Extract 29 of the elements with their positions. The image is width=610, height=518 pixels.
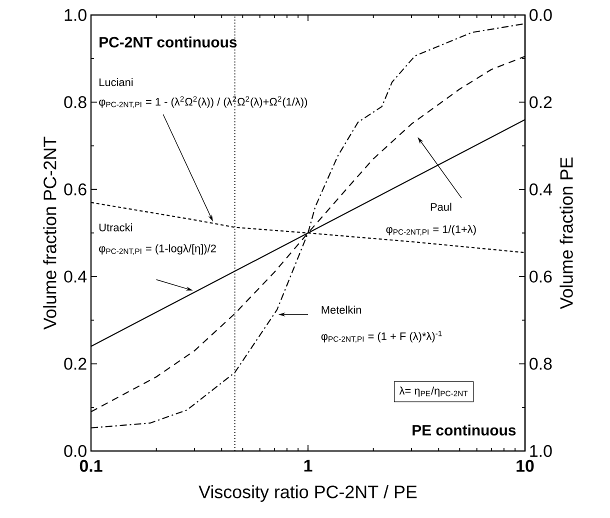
x-tick-label: 10 <box>516 460 534 472</box>
annotation: φ$_{PC-2NT,PI}$ = 1/(1+λ) <box>386 225 476 236</box>
y2-tick-label: 0.4 <box>530 183 552 196</box>
y-tick-label: 0.2 <box>64 358 86 370</box>
x-tick-label: 1 <box>304 460 312 472</box>
annotation: λ= η$_{PE}$/η$_{PC-2NT}$ <box>399 386 468 397</box>
annotation: Luciani <box>100 78 133 86</box>
annotation: Paul <box>430 202 452 211</box>
annotation: Metelkin <box>322 306 361 314</box>
y-tick-label: 0.0 <box>64 444 86 457</box>
y-axis-title: Volume fraction PC-2NT <box>43 136 56 330</box>
y2-axis-title: Volume fraction PE <box>560 158 573 310</box>
y2-tick-label: 0.8 <box>530 358 552 370</box>
y-tick-label: 1.0 <box>64 8 86 21</box>
y-tick-label: 0.8 <box>64 96 86 108</box>
y2-tick-label: 0.6 <box>530 270 552 283</box>
y2-tick-label: 0.0 <box>530 8 552 21</box>
annotation: Utracki <box>99 223 132 232</box>
x-axis-title: Viscosity ratio PC-2NT / PE <box>198 485 417 502</box>
y-tick-label: 0.4 <box>64 270 87 283</box>
annotation: φ$_{PC-2NT,PI}$ = (1-logλ/[η])/2 <box>99 244 216 255</box>
annotation: PC-2NT continuous <box>100 36 237 48</box>
y-tick-label: 0.6 <box>64 183 86 196</box>
text: φ$_{PC-2NT,PI}$ = 1 - (λ$^{2}$Ω$^{2}$(λ)) / (λ$^{2}$Ω$^{2}$(λ)+Ω$^{2}$(1/λ)) <box>99 96 308 108</box>
y2-tick-label: 0.2 <box>530 96 552 108</box>
y2-tick-label: 1.0 <box>530 444 552 457</box>
annotation: PE continuous <box>412 424 516 436</box>
x-tick-label: 0.1 <box>80 460 102 472</box>
annotation: φ$_{PC-2NT,PI}$ = (1 + F (λ)*λ)$^{-1}$ <box>321 330 442 343</box>
